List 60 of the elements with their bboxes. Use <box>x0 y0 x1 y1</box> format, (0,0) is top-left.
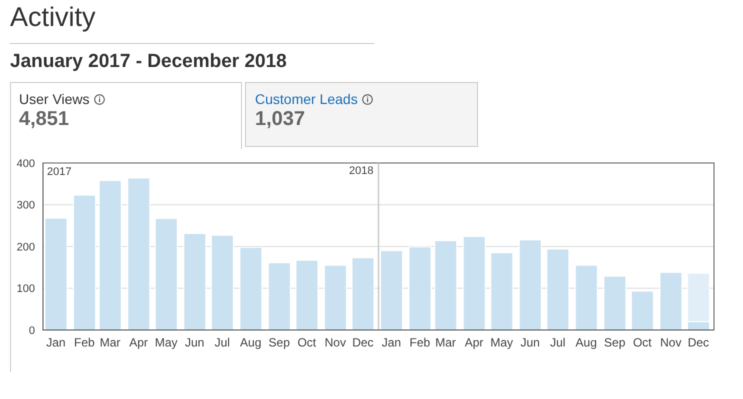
x-tick-label: Jan <box>46 336 66 350</box>
x-tick-label: Sep <box>268 336 290 350</box>
x-tick-label: May <box>490 336 514 350</box>
x-tick-label: Jan <box>382 336 402 350</box>
text: Customer Leads <box>255 91 358 107</box>
y-tick-label: 200 <box>16 241 35 254</box>
x-tick-label: Aug <box>576 336 597 350</box>
chart-title: Activity <box>10 2 96 33</box>
y-tick-label: 400 <box>16 158 35 170</box>
bar <box>408 246 432 330</box>
x-tick-label: Apr <box>464 336 484 350</box>
bar <box>546 248 570 330</box>
bar <box>352 257 375 330</box>
text: User Views <box>19 91 90 107</box>
x-tick-label: Jul <box>550 336 566 350</box>
bar <box>295 260 318 330</box>
text: 1,037 <box>255 108 306 131</box>
bar <box>44 218 68 330</box>
y-tick-label: 0 <box>28 324 35 337</box>
x-tick-label: Feb <box>74 336 96 350</box>
bar <box>72 194 96 330</box>
y-tick-label: 100 <box>16 283 35 296</box>
bar <box>603 276 626 330</box>
bar <box>518 239 542 330</box>
bar <box>630 290 654 330</box>
bar <box>239 246 262 330</box>
bar <box>154 218 178 330</box>
annotation: 2017 <box>47 166 72 178</box>
y-tick-label: 300 <box>16 200 35 212</box>
x-tick-label: Apr <box>129 336 148 350</box>
bar <box>210 234 234 330</box>
bar <box>574 264 598 330</box>
bar <box>659 272 682 330</box>
bar <box>183 233 206 330</box>
x-tick-label: Jun <box>520 336 540 350</box>
x-tick-label: Mar <box>100 336 120 350</box>
bar <box>462 236 486 330</box>
bar <box>127 178 150 330</box>
x-tick-label: Sep <box>604 336 626 350</box>
x-tick-label: Aug <box>240 336 262 350</box>
x-tick-label: Nov <box>324 336 346 350</box>
x-tick-label: Jun <box>184 336 204 350</box>
bar <box>324 264 347 330</box>
ref-line-label: 2018 <box>349 165 374 177</box>
x-tick-label: Oct <box>297 336 317 350</box>
x-tick-label: Feb <box>410 336 431 350</box>
bar <box>490 252 514 330</box>
chart-subtitle: January 2017 - December 2018 <box>10 51 287 73</box>
x-tick-label: Dec <box>352 336 374 350</box>
bar <box>268 262 291 330</box>
x-tick-label: Nov <box>660 336 682 350</box>
text: 4,851 <box>19 108 70 131</box>
bar <box>98 180 122 330</box>
x-tick-label: Oct <box>632 336 652 350</box>
x-tick-label: Jul <box>214 336 230 350</box>
x-tick-label: Mar <box>435 336 456 350</box>
bar <box>434 240 458 330</box>
x-tick-label: May <box>154 336 178 350</box>
bar <box>380 250 403 330</box>
x-tick-label: Dec <box>688 336 710 350</box>
